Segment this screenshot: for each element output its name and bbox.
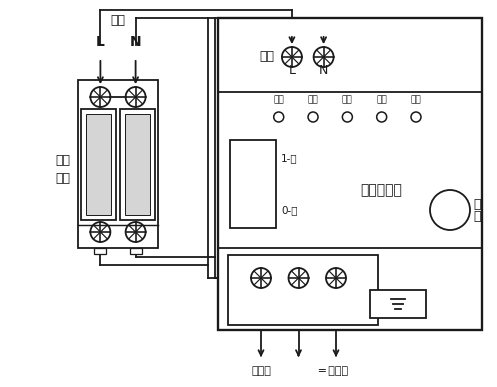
Text: N: N [294,257,303,271]
Text: 漏电: 漏电 [342,95,353,104]
Bar [130,248,142,254]
Bar [228,255,378,325]
Text: L: L [257,257,264,271]
Text: 短路: 短路 [376,95,387,104]
Text: 电压: 电压 [308,95,319,104]
Text: 验: 验 [473,209,481,223]
Text: 1-开: 1-开 [281,153,298,163]
Bar [86,114,111,215]
Text: 输出: 输出 [411,95,421,104]
Text: 输入: 输入 [259,50,274,63]
Bar [81,109,116,220]
Text: 空气: 空气 [55,154,70,166]
Text: L: L [288,65,295,77]
Text: N: N [130,35,142,49]
Text: PE: PE [329,257,344,271]
Text: 0-关: 0-关 [281,205,298,215]
Text: 开关: 开关 [55,171,70,185]
Bar [125,114,150,215]
Bar [370,290,426,318]
Text: L: L [96,35,105,49]
Text: 运行: 运行 [273,95,284,104]
Text: 输出: 输出 [234,272,249,284]
Bar [218,18,482,330]
Text: N: N [319,65,329,77]
Text: 输入: 输入 [110,14,126,26]
Text: ═ 接大地: ═ 接大地 [318,366,348,376]
Text: 试: 试 [473,197,481,211]
Bar [94,248,106,254]
Text: 电源保护器: 电源保护器 [361,183,403,197]
Bar [120,109,155,220]
Bar [230,140,276,228]
Bar [78,80,158,248]
Text: 接负载: 接负载 [251,366,271,376]
